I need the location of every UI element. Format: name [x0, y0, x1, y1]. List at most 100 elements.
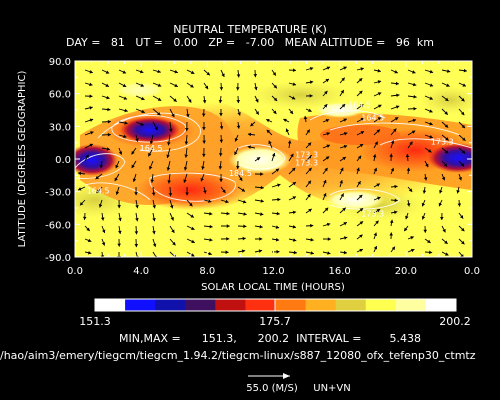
wind-vector-head	[460, 163, 465, 167]
wind-vector-head	[90, 131, 94, 135]
wind-vector-head	[152, 243, 157, 247]
wind-vector-head	[236, 125, 241, 129]
y-tick-label: -90.0	[45, 253, 71, 264]
wind-vector-head	[234, 138, 239, 142]
wind-vector-head	[209, 224, 213, 229]
wind-vector-head	[324, 90, 328, 95]
colorbar-swatch	[125, 299, 156, 311]
wind-vector-head	[308, 167, 312, 172]
wind-vector-head	[327, 251, 331, 255]
wind-vector-head	[307, 194, 311, 198]
wind-vector-head	[343, 144, 348, 149]
x-tick-label: 12.0	[262, 266, 284, 277]
reference-vector-field: UN+VN	[313, 383, 351, 394]
wind-vector-head	[117, 243, 121, 247]
wind-vector-head	[107, 132, 111, 137]
wind-vector-head	[241, 188, 245, 192]
contour-label: 173.3	[295, 151, 318, 160]
colorbar-swatch	[335, 299, 367, 311]
wind-vector-head	[377, 92, 382, 96]
wind-vector-head	[390, 140, 395, 144]
wind-vector-head	[134, 243, 139, 248]
wind-vector-head	[202, 140, 206, 144]
wind-vector-head	[326, 144, 330, 148]
wind-vector-head	[326, 222, 331, 227]
wind-vector-head	[293, 250, 297, 255]
wind-vector-head	[310, 237, 314, 242]
wind-vector-head	[275, 225, 280, 229]
x-tick-label: 0.0	[464, 266, 480, 277]
wind-vector-head	[413, 94, 417, 99]
wind-vector-head	[356, 167, 360, 172]
wind-vector-head	[242, 200, 247, 204]
wind-vector-head	[134, 231, 139, 235]
colorbar-swatch	[245, 299, 276, 311]
y-tick-label: -30.0	[45, 188, 71, 199]
wind-vector-head	[123, 134, 127, 139]
colorbar-swatch	[365, 299, 397, 311]
wind-vector-head	[140, 122, 144, 126]
wind-vector-head	[115, 164, 119, 169]
wind-vector-head	[323, 179, 327, 184]
wind-vector-head	[429, 83, 434, 87]
wind-vector-head	[135, 204, 139, 209]
wind-vector-head	[243, 212, 247, 216]
wind-vector-head	[89, 94, 93, 99]
wind-vector-head	[225, 199, 229, 204]
wind-vector-head	[396, 93, 400, 98]
wind-vector-head	[139, 69, 144, 74]
wind-vector-head	[373, 167, 378, 172]
wind-vector-head	[445, 137, 449, 141]
wind-vector-head	[340, 167, 344, 172]
wind-vector-head	[209, 211, 213, 216]
wind-vector-head	[292, 238, 297, 242]
wind-vector-head	[405, 154, 410, 158]
wind-vector-head	[276, 211, 280, 216]
wind-vector-head	[343, 66, 347, 70]
wind-vector-head	[359, 248, 363, 253]
wind-vector-head	[406, 203, 411, 207]
wind-vector-head	[340, 89, 344, 94]
wind-vector-head	[77, 171, 82, 176]
wind-vector-head	[260, 185, 264, 190]
wind-vector-head	[389, 232, 393, 236]
wind-vector-head	[124, 121, 128, 125]
wind-vector-head	[308, 108, 312, 112]
wind-vector-head	[95, 175, 100, 180]
wind-vector-head	[100, 217, 105, 221]
wind-vector-head	[292, 210, 297, 215]
wind-vector-head	[183, 179, 187, 183]
wind-vector-head	[172, 241, 176, 246]
wind-vector-head	[461, 124, 465, 129]
wind-vector	[135, 251, 138, 257]
wind-vector-head	[191, 239, 195, 244]
wind-vector-head	[427, 239, 431, 243]
heatmap-field	[75, 61, 472, 257]
wind-vector-head	[243, 224, 247, 229]
y-tick-label: 90.0	[49, 57, 71, 68]
contour-label: 164.5	[361, 114, 384, 123]
wind-vector-head	[309, 94, 313, 98]
wind-vector-head	[342, 157, 346, 161]
wind-vector-head	[445, 252, 449, 256]
wind-vector-head	[259, 237, 263, 241]
wind-vector-head	[208, 199, 212, 203]
wind-vector-head	[189, 202, 193, 207]
wind-vector-head	[255, 98, 259, 103]
wind-vector-head	[358, 194, 363, 199]
contour-label: 164.5	[140, 144, 163, 153]
wind-vector-head	[226, 224, 230, 228]
wind-vector-head	[149, 166, 153, 170]
wind-vector-head	[429, 69, 434, 74]
wind-vector-head	[292, 182, 296, 186]
wind-vector-head	[141, 96, 145, 101]
wind-vector-head	[375, 220, 379, 225]
wind-vector-head	[289, 110, 294, 114]
x-axis-label: SOLAR LOCAL TIME (HOURS)	[201, 282, 345, 293]
wind-vector-head	[373, 232, 378, 237]
wind-vector-head	[134, 192, 138, 196]
wind-vector-head	[266, 118, 270, 123]
wind-vector-head	[421, 216, 426, 220]
wind-vector-head	[89, 82, 93, 87]
wind-vector-head	[441, 176, 446, 181]
